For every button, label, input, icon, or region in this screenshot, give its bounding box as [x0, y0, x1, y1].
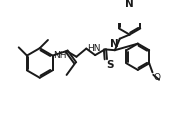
Text: N: N: [110, 39, 118, 49]
Text: HN: HN: [88, 44, 101, 53]
Text: O: O: [153, 73, 160, 82]
Text: S: S: [107, 60, 114, 70]
Text: NH: NH: [53, 51, 67, 60]
Text: N: N: [125, 0, 134, 9]
